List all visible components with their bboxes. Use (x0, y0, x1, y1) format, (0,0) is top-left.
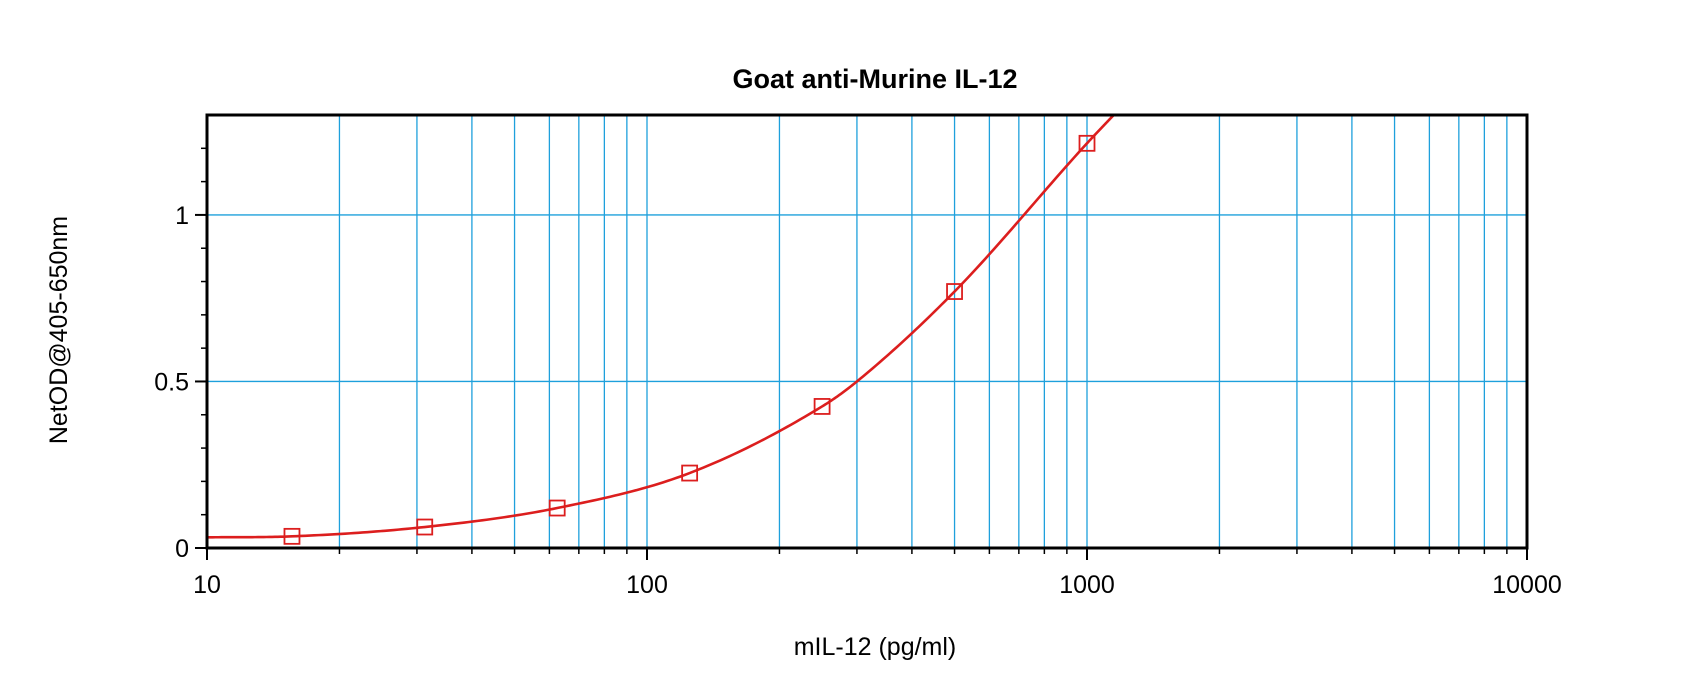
data-point (813, 398, 831, 415)
data-point (548, 499, 566, 517)
plot-frame-layer (195, 113, 1529, 560)
tick-label-layer: 0 0.5 1 10 100 1000 10000 (154, 202, 1562, 599)
y-tick-label: 0 (175, 535, 189, 563)
grid-layer (207, 115, 1527, 548)
x-tick-label: 10000 (1492, 571, 1562, 599)
fit-curve-layer (207, 115, 1115, 539)
y-axis-label: NetOD@405-650nm (45, 216, 73, 444)
data-point (681, 464, 699, 482)
x-axis-label: mIL-12 (pg/ml) (794, 633, 957, 661)
plot-frame (205, 113, 1529, 550)
x-tick-label: 10 (193, 571, 221, 599)
x-tick-label: 100 (626, 571, 668, 599)
data-point (283, 527, 301, 545)
data-point (416, 518, 434, 536)
data-point (1078, 134, 1096, 152)
chart-title: Goat anti-Murine IL-12 (732, 64, 1017, 94)
y-tick-label: 0.5 (154, 368, 189, 396)
data-point (946, 283, 963, 300)
x-tick-label: 1000 (1059, 571, 1115, 599)
data-points-layer (283, 134, 1096, 545)
fit-curve-line (207, 115, 1115, 539)
y-tick-label: 1 (175, 202, 189, 230)
